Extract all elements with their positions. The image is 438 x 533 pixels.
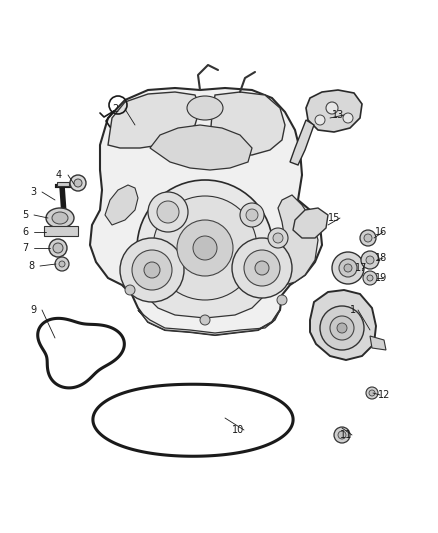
Text: 8: 8 — [28, 261, 34, 271]
Text: 15: 15 — [328, 213, 340, 223]
Circle shape — [343, 113, 353, 123]
Circle shape — [120, 238, 184, 302]
Circle shape — [125, 285, 135, 295]
Circle shape — [268, 228, 288, 248]
Polygon shape — [90, 88, 322, 335]
Circle shape — [153, 196, 257, 300]
Circle shape — [74, 179, 82, 187]
Circle shape — [148, 192, 188, 232]
Text: 18: 18 — [375, 253, 387, 263]
Text: 3: 3 — [30, 187, 36, 197]
Circle shape — [273, 233, 283, 243]
Circle shape — [337, 323, 347, 333]
Circle shape — [344, 264, 352, 272]
Circle shape — [157, 201, 179, 223]
Circle shape — [364, 234, 372, 242]
Circle shape — [369, 390, 375, 396]
Circle shape — [49, 239, 67, 257]
Circle shape — [137, 180, 273, 316]
Text: 1: 1 — [350, 305, 356, 315]
Circle shape — [55, 257, 69, 271]
Text: 12: 12 — [378, 390, 390, 400]
Circle shape — [366, 387, 378, 399]
Circle shape — [177, 220, 233, 276]
Circle shape — [326, 102, 338, 114]
Polygon shape — [370, 336, 386, 350]
Polygon shape — [138, 310, 280, 335]
Polygon shape — [108, 92, 200, 148]
Circle shape — [360, 230, 376, 246]
Circle shape — [338, 431, 346, 439]
Circle shape — [339, 259, 357, 277]
Polygon shape — [105, 185, 138, 225]
Circle shape — [144, 262, 160, 278]
Circle shape — [244, 250, 280, 286]
Circle shape — [320, 306, 364, 350]
Text: 13: 13 — [332, 110, 344, 120]
Circle shape — [255, 261, 269, 275]
Circle shape — [315, 115, 325, 125]
Text: 17: 17 — [355, 263, 367, 273]
Text: 16: 16 — [375, 227, 387, 237]
Circle shape — [367, 275, 373, 281]
Polygon shape — [57, 182, 69, 186]
Circle shape — [70, 175, 86, 191]
Circle shape — [332, 252, 364, 284]
Text: 4: 4 — [56, 170, 62, 180]
Polygon shape — [210, 92, 285, 155]
Circle shape — [193, 236, 217, 260]
Circle shape — [330, 316, 354, 340]
Text: 10: 10 — [232, 425, 244, 435]
Text: 2: 2 — [112, 104, 118, 114]
Ellipse shape — [52, 212, 68, 224]
Text: 5: 5 — [22, 210, 28, 220]
Text: 9: 9 — [30, 305, 36, 315]
Polygon shape — [290, 120, 314, 165]
Circle shape — [232, 238, 292, 298]
Polygon shape — [135, 235, 275, 318]
Polygon shape — [293, 208, 328, 238]
Circle shape — [132, 250, 172, 290]
Circle shape — [246, 209, 258, 221]
Circle shape — [334, 427, 350, 443]
Circle shape — [366, 256, 374, 264]
Polygon shape — [150, 125, 252, 170]
Circle shape — [363, 271, 377, 285]
Polygon shape — [306, 90, 362, 132]
Polygon shape — [310, 290, 376, 360]
Text: 19: 19 — [375, 273, 387, 283]
Circle shape — [53, 243, 63, 253]
Text: 6: 6 — [22, 227, 28, 237]
Ellipse shape — [46, 208, 74, 228]
Circle shape — [240, 203, 264, 227]
Ellipse shape — [187, 96, 223, 120]
Circle shape — [59, 261, 65, 267]
Polygon shape — [44, 226, 78, 236]
Circle shape — [277, 295, 287, 305]
Text: 11: 11 — [340, 430, 352, 440]
Circle shape — [361, 251, 379, 269]
Circle shape — [200, 315, 210, 325]
Polygon shape — [278, 195, 318, 285]
Text: 7: 7 — [22, 243, 28, 253]
